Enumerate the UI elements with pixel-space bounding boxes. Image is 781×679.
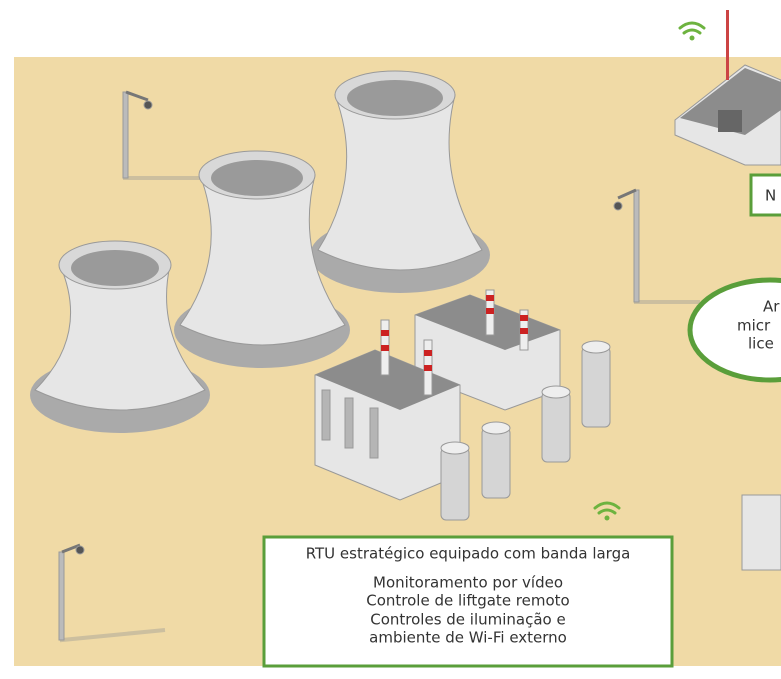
factory-part [381,345,389,351]
rtu-item: Monitoramento por vídeo [373,574,563,592]
factory-part [370,408,378,458]
tank-part [441,448,469,520]
factory-part [520,315,528,321]
factory-part [381,330,389,336]
lamp-post-part [59,552,64,640]
equipment-part [742,495,781,570]
factory-part [486,308,494,314]
building-part [718,110,742,132]
wifi-icon-part [605,516,610,521]
factory-part [424,365,432,371]
factory-part [486,295,494,301]
tank-part [582,341,610,353]
factory-part [520,328,528,334]
cooling-tower-part [347,80,443,116]
lamp-post-part [144,101,152,109]
building-part [726,10,729,80]
equipment [742,495,781,570]
ellipse-line: micr [737,317,771,335]
rtu-item: ambiente de Wi-Fi externo [369,629,567,647]
factory-part [322,390,330,440]
wifi-icon-part [680,23,704,33]
ellipse-line: lice [748,335,774,353]
lamp-post-part [614,202,622,210]
cooling-tower-part [211,160,303,196]
factory-part [424,350,432,356]
tank-part [482,428,510,498]
tank-part [542,392,570,462]
lamp-post-part [634,190,639,302]
rtu-title: RTU estratégico equipado com banda larga [306,545,631,563]
wifi-icon-part [690,36,695,41]
tank-part [542,386,570,398]
tank-part [582,347,610,427]
lamp-post-part [123,92,128,178]
rtu-item: Controles de iluminação e [370,611,565,629]
tank-part [441,442,469,454]
ellipse-line: Ar [763,298,780,316]
box-label: N [765,187,776,205]
rtu-item: Controle de liftgate remoto [366,592,569,610]
lamp-post-part [76,546,84,554]
factory-part [345,398,353,448]
cooling-tower-part [71,250,159,286]
scene: N Ar micr lice RTU estratégico equipado … [0,0,781,679]
tank-part [482,422,510,434]
